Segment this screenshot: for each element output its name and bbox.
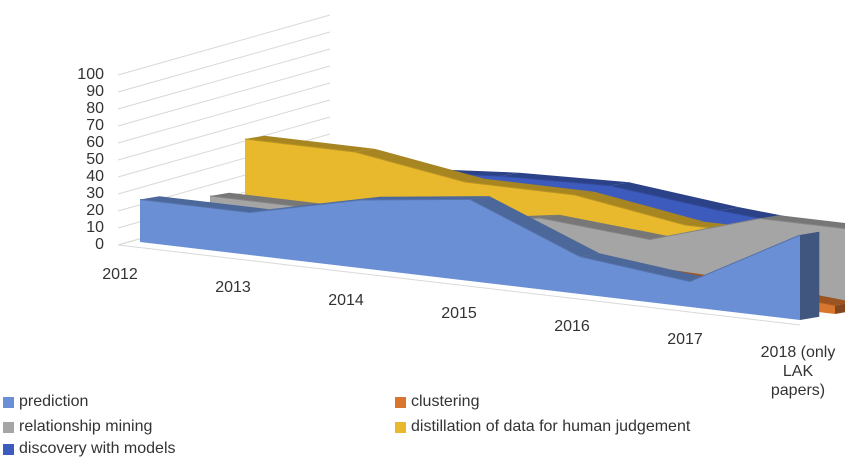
legend-item: distillation of data for human judgement <box>395 418 690 436</box>
area-top <box>500 172 630 186</box>
legend-label: prediction <box>19 393 89 410</box>
y-tick-label: 10 <box>86 219 104 236</box>
legend-item: prediction <box>3 393 88 411</box>
y-tick-label: 80 <box>86 100 104 117</box>
x-tick-label: 2015 <box>441 305 477 322</box>
area-top <box>470 196 600 257</box>
legend-swatch <box>395 396 406 408</box>
y-tick-label: 60 <box>86 134 104 151</box>
y-tick-label: 30 <box>86 185 104 202</box>
x-tick-label: 2016 <box>554 318 590 335</box>
grid-line <box>117 48 331 110</box>
legend-label: distillation of data for human judgement <box>411 418 691 435</box>
area-top <box>580 253 710 282</box>
grid-line <box>117 116 331 178</box>
y-tick-label: 20 <box>86 202 104 219</box>
y-tick-label: 0 <box>95 236 104 253</box>
area-top <box>540 214 670 240</box>
legend-swatch <box>3 421 14 433</box>
x-tick-label: 2013 <box>215 279 251 296</box>
area-top <box>760 215 845 229</box>
area-top <box>140 196 270 213</box>
x-tick-label: 2018 (only LAK papers) <box>760 344 836 399</box>
area-face <box>140 199 800 320</box>
y-tick-label: 70 <box>86 117 104 134</box>
legend-swatch <box>3 396 14 408</box>
area-side <box>800 231 820 320</box>
grid-line <box>117 14 331 76</box>
y-tick-label: 90 <box>86 83 104 100</box>
y-tick-label: 40 <box>86 168 104 185</box>
x-tick-label: 2014 <box>328 292 364 309</box>
grid-line <box>117 99 331 161</box>
x-tick-label: 2017 <box>667 331 703 348</box>
y-tick-label: 100 <box>77 66 104 83</box>
legend-item: discovery with models <box>3 440 176 458</box>
area-top <box>610 182 740 211</box>
grid-line <box>117 31 331 93</box>
area-top <box>245 135 375 152</box>
legend-item: relationship mining <box>3 418 152 436</box>
area-top <box>355 148 485 182</box>
x-tick-label: 2012 <box>102 266 138 283</box>
grid-line <box>117 82 331 144</box>
legend-item: clustering <box>395 393 479 411</box>
legend-swatch <box>3 443 14 455</box>
y-tick-label: 50 <box>86 151 104 168</box>
floor-line <box>117 244 801 326</box>
legend-label: clustering <box>411 393 480 410</box>
area-line <box>139 198 801 283</box>
area-top <box>465 178 595 195</box>
legend-label: discovery with models <box>19 440 176 457</box>
legend-label: relationship mining <box>19 418 153 435</box>
grid-line <box>117 65 331 127</box>
area-top <box>575 191 705 225</box>
legend-swatch <box>395 421 406 433</box>
area-side <box>835 303 845 314</box>
